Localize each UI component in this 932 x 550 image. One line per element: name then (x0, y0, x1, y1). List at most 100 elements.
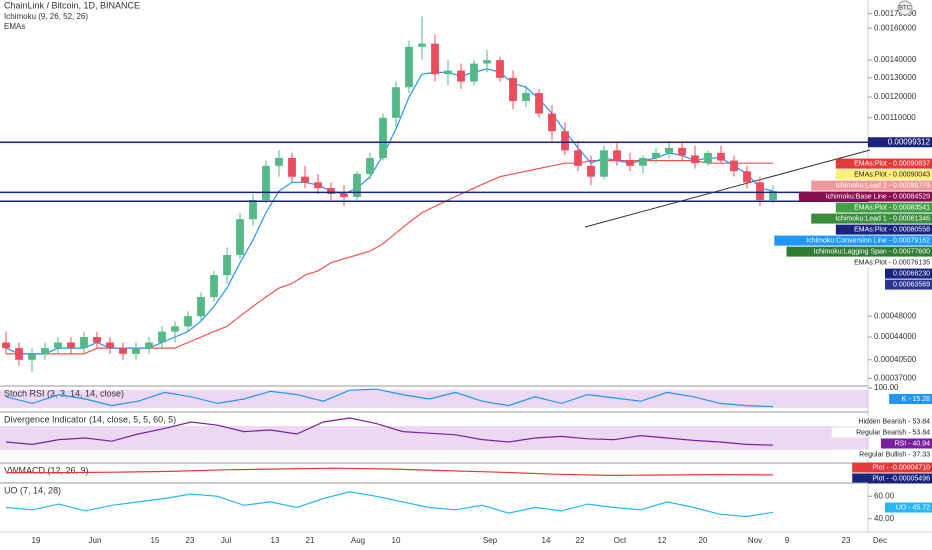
indicator-line (6, 467, 774, 477)
candle-body (418, 43, 426, 47)
price-tag (774, 235, 932, 246)
price-tag-label: EMAs:Plot - 0.00083541 (854, 204, 930, 211)
candle-body (743, 171, 751, 183)
y-tick-label: 0.00170000 (874, 9, 917, 18)
pane-title: Divergence Indicator (14, close, 5, 5, 6… (4, 414, 176, 424)
candle-body (2, 342, 10, 349)
value-tag (889, 394, 932, 404)
time-label: 12 (658, 536, 667, 545)
value-tag-label: Hidden Bearish - 53.84 (858, 418, 930, 425)
price-tag (786, 246, 932, 257)
candle-body (470, 63, 478, 82)
price-tag-label: EMAs:Plot - 0.00080558 (854, 226, 930, 233)
candle-body (522, 93, 530, 102)
candle-body (457, 70, 465, 82)
price-tag-label: EMAs:Plot - 0.00076135 (854, 259, 930, 266)
currency-label: BTC (899, 6, 912, 12)
price-tag-label: Ichimoku:Base Line - 0.00084529 (826, 193, 930, 200)
candle-body (275, 157, 283, 166)
y-tick-label: 0.00160000 (874, 23, 917, 32)
value-tag-label: Regular Bearish - 53.84 (856, 429, 930, 436)
candle-body (756, 182, 764, 201)
candle-body (717, 152, 725, 161)
candle-body (15, 348, 23, 360)
candle-body (301, 176, 309, 183)
price-tag (835, 257, 932, 268)
time-label: 23 (186, 536, 195, 545)
candle-body (353, 173, 361, 197)
candle-body (184, 316, 192, 327)
candle-body (509, 77, 517, 102)
candle-body (769, 191, 777, 201)
price-tag-label: 0.00068230 (893, 270, 930, 277)
value-tag-label: K - 15.28 (902, 396, 931, 403)
y-tick-label: 0.00037000 (874, 374, 917, 383)
time-label: Jun (89, 536, 102, 545)
candle-body (93, 336, 101, 343)
candle-body (691, 155, 699, 164)
time-label: 20 (699, 536, 708, 545)
value-tag-label: Plot - -0.00004710 (872, 464, 930, 471)
time-label: 15 (151, 536, 160, 545)
candle-body (67, 342, 75, 349)
indicator-name: Ichimoku (9, 26, 52, 26) (4, 12, 88, 21)
price-tag-label: EMAs:Plot - 0.00090837 (854, 160, 930, 167)
price-tag (798, 191, 932, 202)
price-tag (835, 224, 932, 235)
hline-label: 0.00099312 (888, 137, 931, 146)
candle-body (639, 157, 647, 166)
price-tag (885, 268, 932, 279)
value-tag (880, 438, 932, 449)
candle-body (600, 150, 608, 177)
price-tag (811, 213, 932, 224)
value-tag-label: RSI - 40.94 (895, 440, 931, 447)
candle-body (405, 46, 413, 88)
indicator-line (5, 491, 774, 518)
candle-body (210, 275, 218, 298)
candle-body (574, 150, 582, 166)
value-tag-label: UO - 45.72 (896, 504, 930, 511)
candle-body (496, 60, 504, 78)
candle-body (678, 147, 686, 156)
candle-body (379, 117, 387, 158)
trendline (584, 149, 871, 228)
value-tag (885, 502, 932, 513)
y-tick-label: 0.00110000 (874, 113, 916, 122)
y-tick-label: 40.00 (874, 514, 895, 523)
time-label: 13 (271, 536, 280, 545)
candle-body (236, 219, 244, 255)
price-tag (835, 202, 932, 213)
price-tag-label: Ichimoku:Conversion Line - 0.00079162 (806, 237, 930, 244)
price-tag (811, 180, 932, 191)
price-tag (835, 158, 932, 169)
candle-body (54, 342, 62, 349)
time-label: 21 (306, 536, 315, 545)
candle-body (249, 200, 257, 220)
value-tag (852, 462, 932, 473)
candle-body (223, 254, 231, 276)
candle-body (587, 165, 595, 177)
y-tick-label: 0.00044000 (874, 332, 917, 341)
time-label: Oct (614, 536, 627, 545)
candle-body (197, 297, 205, 317)
candle-body (314, 182, 322, 189)
candle-body (444, 70, 452, 75)
time-label: Nov (748, 536, 762, 545)
candle-body (483, 60, 491, 64)
time-label: Dec (873, 536, 887, 545)
candle-body (171, 326, 179, 332)
candle-body (548, 113, 556, 132)
price-tag-label: 0.00063569 (893, 281, 930, 288)
candle-body (613, 150, 621, 161)
pane-title: UO (7, 14, 28) (4, 485, 61, 495)
price-tag-label: Ichimoku:Lead 2 - 0.00088779 (835, 182, 930, 189)
hline-tag (868, 137, 932, 148)
y-tick-label: 100.00 (874, 383, 899, 392)
candle-body (28, 353, 36, 360)
price-tag (835, 169, 932, 180)
value-tag (831, 427, 932, 438)
candle-body (704, 152, 712, 164)
candle-body (561, 131, 569, 151)
indicator-line (5, 417, 774, 446)
